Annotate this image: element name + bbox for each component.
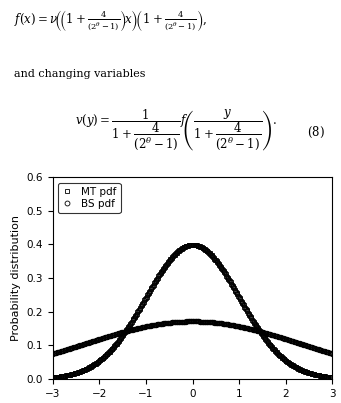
MT pdf [330, 375, 334, 380]
MT pdf [84, 366, 88, 371]
Text: $v(y) = \dfrac{1}{1 + \dfrac{4}{(2^\theta-1)}}f\!\left(\dfrac{y}{1 + \dfrac{4}{(: $v(y) = \dfrac{1}{1 + \dfrac{4}{(2^\thet… [75, 108, 277, 153]
MT pdf [51, 375, 55, 380]
BS pdf [253, 328, 257, 332]
Legend: MT pdf, BS pdf: MT pdf, BS pdf [58, 183, 120, 213]
MT pdf [253, 322, 257, 326]
Line: BS pdf: BS pdf [50, 319, 334, 356]
MT pdf [227, 278, 231, 283]
MT pdf [191, 243, 195, 247]
BS pdf [191, 319, 195, 324]
Line: MT pdf: MT pdf [50, 243, 334, 380]
BS pdf [254, 328, 258, 333]
BS pdf [227, 322, 231, 327]
BS pdf [330, 351, 334, 356]
Y-axis label: Probability distribution: Probability distribution [11, 215, 21, 341]
BS pdf [51, 351, 55, 356]
Text: $f(x) = \nu\!\left(\!\left(1 + \frac{4}{(2^\theta - 1)}\right)\!x\right)\!\left(: $f(x) = \nu\!\left(\!\left(1 + \frac{4}{… [14, 8, 207, 33]
BS pdf [161, 321, 165, 326]
MT pdf [161, 266, 165, 271]
MT pdf [142, 299, 146, 304]
BS pdf [142, 324, 146, 329]
MT pdf [254, 324, 258, 328]
Text: and changing variables: and changing variables [14, 69, 145, 79]
Text: $(8)$: $(8)$ [307, 125, 325, 140]
BS pdf [84, 341, 88, 346]
